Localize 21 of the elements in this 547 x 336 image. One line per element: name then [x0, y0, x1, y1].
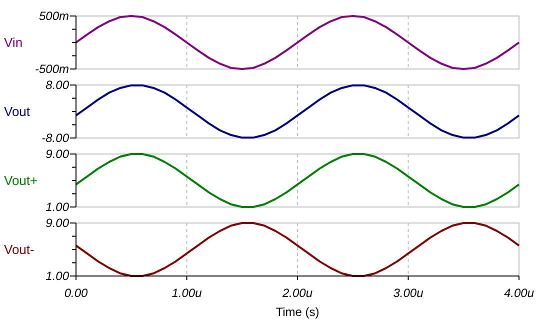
x-tick-label: 0.00	[64, 286, 88, 300]
y-tick-label: 9.00	[46, 147, 70, 162]
line-series	[75, 84, 520, 139]
text: Vout	[4, 104, 30, 120]
text: Vout-	[4, 242, 34, 258]
x-tick-label: 4.00u	[504, 286, 534, 300]
y-tick-label: -500m	[34, 62, 69, 76]
x-tick-label: 3.00u	[393, 286, 424, 300]
text: Vin	[4, 35, 23, 50]
y-tick-label: 8.00	[46, 78, 70, 92]
text: Vout+	[4, 173, 38, 188]
x-tick-label: 1.00u	[172, 286, 202, 300]
y-tick-label: 1.00	[46, 200, 70, 214]
y-tick-label: -8.00	[42, 131, 70, 146]
y-tick-label: 1.00	[46, 269, 70, 284]
y-tick-label: 500m	[38, 9, 69, 24]
x-tick-label: 2.00u	[281, 286, 313, 300]
line-series	[75, 153, 520, 208]
line-series	[75, 15, 520, 70]
y-tick-label: 9.00	[46, 216, 70, 230]
x-axis-title: Time (s)	[276, 305, 320, 319]
